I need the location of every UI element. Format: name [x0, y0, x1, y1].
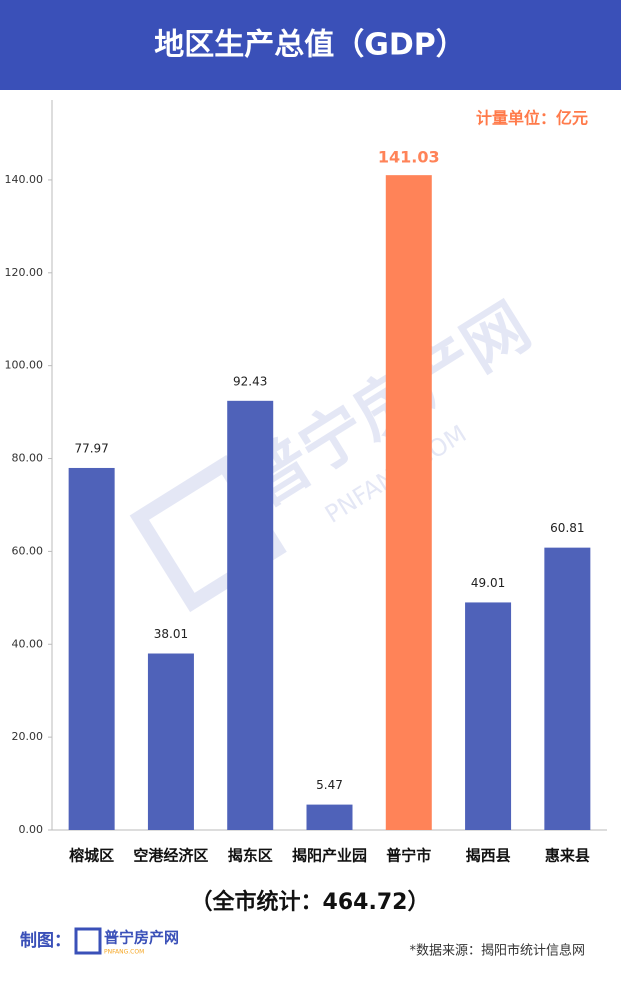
logo-text: 普宁房产网	[104, 929, 179, 947]
bar	[68, 467, 115, 830]
x-tick-label: 惠来县	[545, 847, 590, 865]
bar	[227, 400, 274, 830]
watermark: 普宁房产网 PNFANG.COM	[129, 289, 543, 613]
x-tick-label: 揭阳产业园	[292, 847, 367, 865]
y-tick-label: 80.00	[12, 452, 44, 465]
y-tick-label: 140.00	[5, 173, 44, 186]
value-label: 77.97	[74, 441, 108, 455]
x-tick-label: 空港经济区	[133, 847, 208, 865]
value-label: 60.81	[550, 521, 584, 535]
y-tick-label: 0.00	[19, 823, 44, 836]
x-tick-label: 普宁市	[386, 847, 431, 865]
y-tick-label: 60.00	[12, 544, 44, 557]
logo-icon	[74, 927, 102, 955]
x-tick-label: 榕城区	[69, 847, 114, 865]
header-band	[0, 0, 621, 90]
x-tick-label: 揭西县	[466, 847, 511, 865]
unit-label: 计量单位：亿元	[476, 109, 588, 128]
bar	[465, 602, 512, 830]
value-label: 92.43	[233, 374, 267, 388]
value-label: 38.01	[154, 627, 188, 641]
bar	[385, 175, 432, 831]
y-tick-label: 100.00	[5, 359, 44, 372]
logo-url: PNFANG.COM	[104, 949, 144, 956]
bar	[306, 804, 353, 830]
bar	[147, 653, 194, 830]
value-label: 5.47	[316, 778, 343, 792]
summary: （全市统计：464.72）	[191, 889, 430, 915]
y-tick-label: 40.00	[12, 637, 44, 650]
value-label: 141.03	[378, 148, 440, 167]
chart-title: 地区生产总值（GDP）	[154, 28, 466, 63]
bar	[544, 547, 591, 830]
source: *数据来源：揭阳市统计信息网	[409, 943, 585, 959]
maker-label: 制图：	[20, 930, 71, 951]
value-label: 49.01	[471, 576, 505, 590]
x-tick-label: 揭东区	[228, 847, 273, 865]
y-tick-label: 20.00	[12, 730, 44, 743]
y-tick-label: 120.00	[5, 266, 44, 279]
